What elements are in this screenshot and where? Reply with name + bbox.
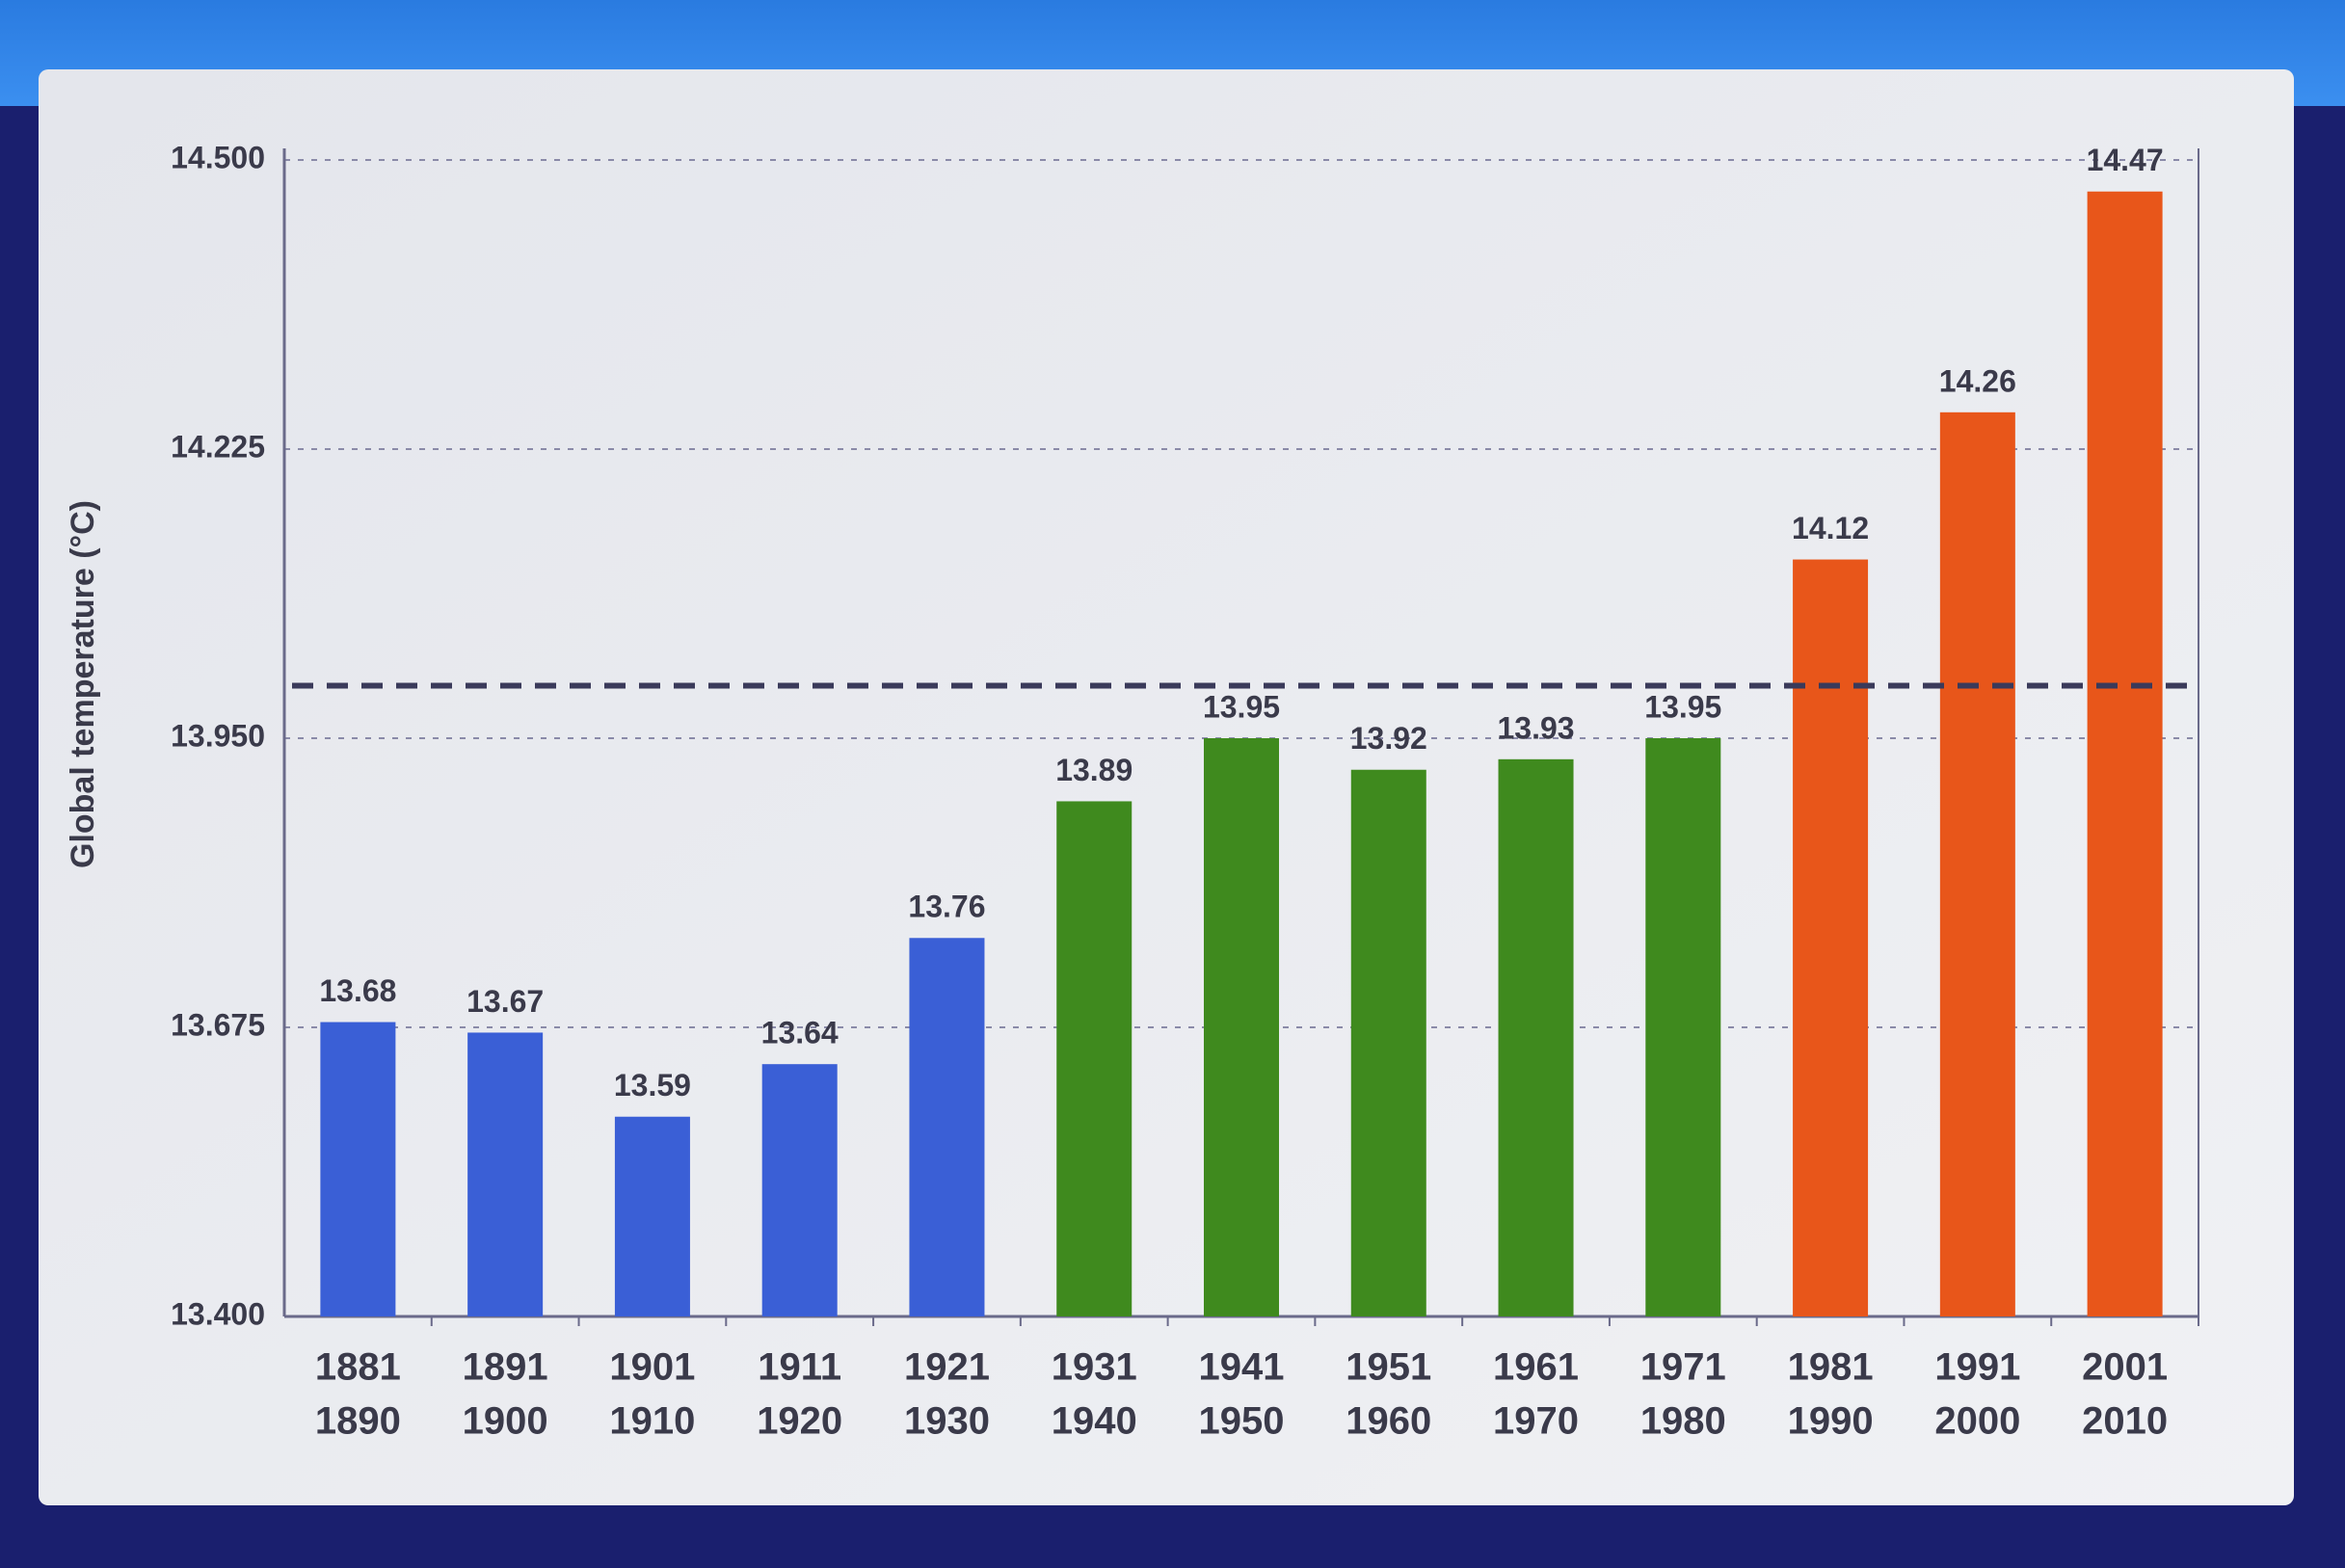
x-tick-label: 1981 [1788, 1346, 1874, 1389]
bar [1056, 801, 1133, 1316]
x-tick-label: 1960 [1346, 1400, 1431, 1443]
x-tick-label: 2010 [2082, 1400, 2168, 1443]
value-label: 13.92 [1350, 721, 1427, 756]
x-tick-label: 1990 [1788, 1400, 1874, 1443]
bar [1350, 769, 1426, 1316]
bar [1793, 559, 1869, 1316]
value-label: 13.68 [319, 973, 396, 1008]
y-tick-label: 13.400 [171, 1296, 265, 1331]
y-tick-label: 13.675 [171, 1007, 265, 1042]
value-label: 13.59 [614, 1068, 691, 1103]
x-tick-label: 1940 [1052, 1400, 1137, 1443]
x-tick-label: 1961 [1493, 1346, 1579, 1389]
y-tick-label: 14.225 [171, 429, 265, 464]
value-label: 13.67 [466, 984, 544, 1019]
x-tick-label: 1891 [463, 1346, 548, 1389]
bar [320, 1022, 396, 1316]
x-tick-label: 1901 [609, 1346, 695, 1389]
x-tick-label: 1930 [904, 1400, 990, 1443]
bar [909, 938, 985, 1316]
x-tick-label: 1980 [1640, 1400, 1726, 1443]
x-tick-label: 2001 [2082, 1346, 2168, 1389]
y-axis-label: Global temperature (°C) [65, 500, 101, 868]
value-label: 14.47 [2087, 143, 2164, 177]
x-tick-label: 1910 [609, 1400, 695, 1443]
panel [39, 69, 2294, 1505]
bar [1498, 758, 1574, 1316]
value-label: 13.93 [1497, 710, 1574, 745]
x-tick-label: 1951 [1346, 1346, 1431, 1389]
value-label: 13.95 [1644, 689, 1721, 724]
x-tick-label: 1931 [1052, 1346, 1137, 1389]
value-label: 13.76 [908, 890, 985, 924]
bar [1204, 738, 1279, 1316]
x-tick-label: 2000 [1934, 1400, 2020, 1443]
value-label: 14.26 [1939, 363, 2016, 398]
x-tick-label: 1881 [315, 1346, 401, 1389]
x-tick-label: 1970 [1493, 1400, 1579, 1443]
bar [2087, 191, 2163, 1316]
y-tick-label: 14.500 [171, 140, 265, 174]
value-label: 14.12 [1792, 511, 1869, 545]
x-tick-label: 1890 [315, 1400, 401, 1443]
bar [1939, 412, 2015, 1316]
x-tick-label: 1991 [1934, 1346, 2020, 1389]
value-label: 13.89 [1055, 753, 1133, 787]
bar [614, 1116, 690, 1316]
x-tick-label: 1921 [904, 1346, 990, 1389]
y-tick-label: 13.950 [171, 718, 265, 753]
x-tick-label: 1911 [758, 1346, 841, 1389]
bar [1645, 738, 1721, 1316]
x-tick-label: 1920 [757, 1400, 842, 1443]
x-tick-label: 1900 [463, 1400, 548, 1443]
value-label: 13.95 [1203, 689, 1280, 724]
x-tick-label: 1950 [1199, 1400, 1285, 1443]
bar [467, 1032, 544, 1316]
value-label: 13.64 [761, 1016, 839, 1050]
bar [761, 1064, 838, 1316]
x-tick-label: 1971 [1640, 1346, 1726, 1389]
x-tick-label: 1941 [1199, 1346, 1285, 1389]
